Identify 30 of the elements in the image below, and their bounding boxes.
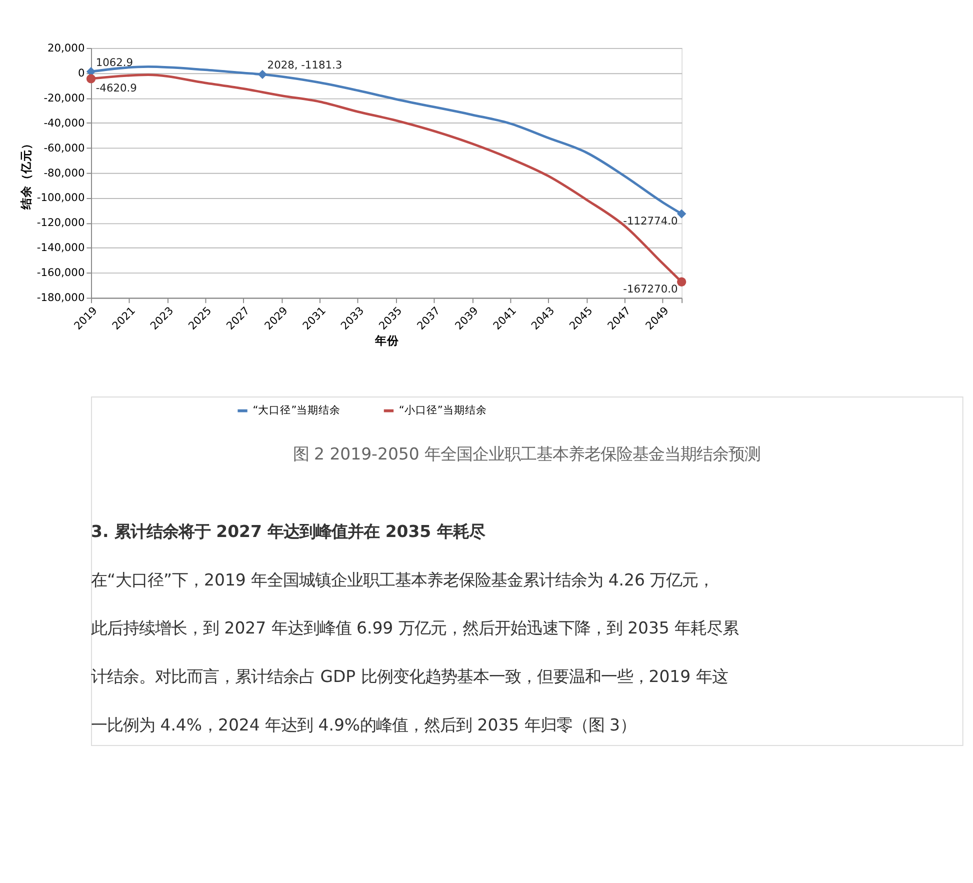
- y-tick-label: -60,000: [44, 141, 85, 154]
- y-tick-label: -80,000: [44, 166, 85, 180]
- point: [258, 70, 268, 80]
- y-axis-title: 结余（亿元）: [19, 137, 34, 210]
- text: 3. 累计结余将于 2027 年达到峰值并在 2035 年耗尽: [91, 522, 486, 541]
- text: 此后持续增长，到 2027 年达到峰值 6.99 万亿元，然后开始迅速下降，到 2035 年耗尽累: [91, 618, 739, 638]
- y-tick-label: 0: [78, 66, 85, 80]
- y-tick-label: -120,000: [36, 216, 85, 230]
- y-tick-label: -20,000: [44, 91, 85, 104]
- legend-label: “小口径”当期结余: [398, 404, 487, 417]
- y-tick-label: -40,000: [44, 116, 85, 130]
- y-tick-label: -100,000: [36, 191, 85, 204]
- y-tick-label: -160,000: [36, 266, 85, 280]
- point: [676, 277, 686, 286]
- point: [676, 209, 686, 218]
- annotation: -4620.9: [96, 81, 138, 94]
- y-tick-label: -180,000: [36, 291, 85, 304]
- annotation: -112774.0: [623, 214, 678, 228]
- text: 计结余。对比而言，累计结余占 GDP 比例变化趋势基本一致，但要温和一些，2019 年这: [91, 667, 728, 686]
- annotation: -167270.0: [623, 282, 678, 296]
- legend-label: “大口径”当期结余: [252, 404, 341, 417]
- point: [86, 74, 96, 84]
- x-axis-title: 年份: [374, 333, 400, 348]
- text: 在“大口径”下，2019 年全国城镇企业职工基本养老保险基金累计结余为 4.26 万亿元，: [91, 570, 714, 590]
- annotation: 1062.9: [96, 56, 134, 69]
- text: 一比例为 4.4%，2024 年达到 4.9%的峰值，然后到 2035 年归零（图 3）: [91, 716, 636, 735]
- caption: 图 2 2019-2050 年全国企业职工基本养老保险基金当期结余预测: [292, 444, 761, 464]
- annotation: 2028, -1181.3: [267, 58, 342, 72]
- y-tick-label: 20,000: [48, 41, 85, 54]
- y-tick-label: -140,000: [36, 241, 85, 254]
